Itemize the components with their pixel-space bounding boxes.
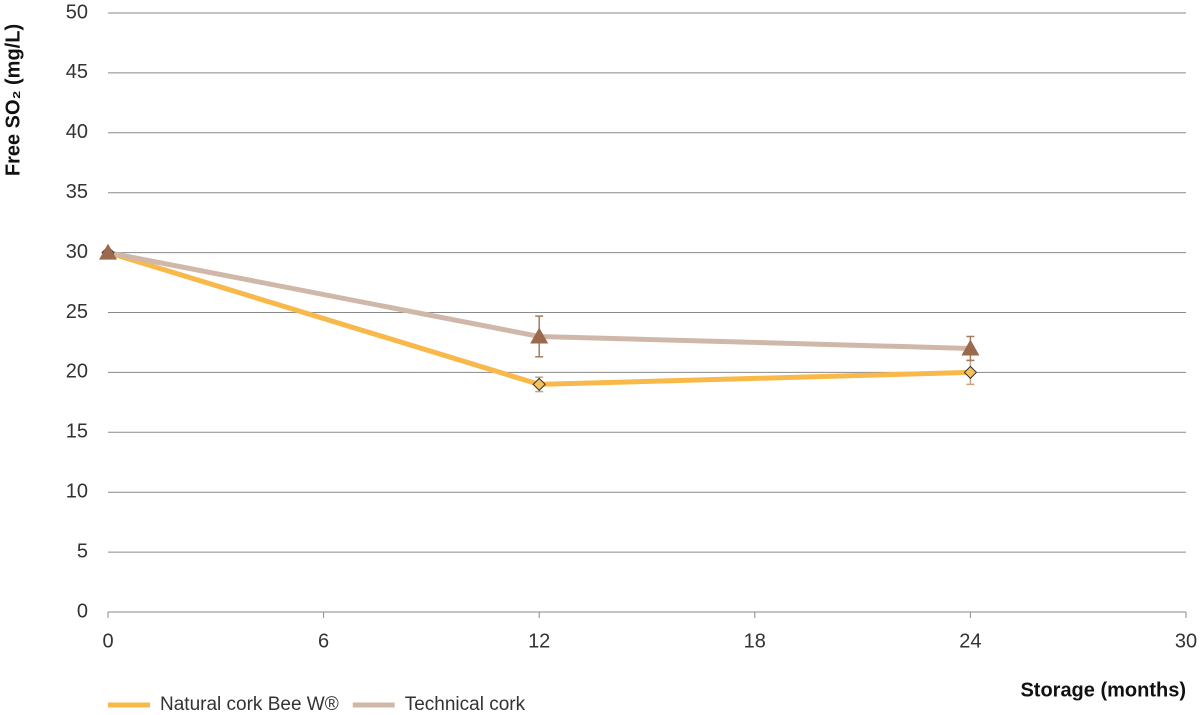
y-tick-label: 45: [66, 61, 88, 83]
marker: [530, 327, 549, 344]
marker: [532, 377, 546, 392]
y-tick-label: 40: [66, 121, 88, 143]
y-tick-label: 20: [66, 361, 88, 383]
y-tick-label: 35: [66, 181, 88, 203]
y-tick-label: 25: [66, 301, 88, 323]
marker: [963, 365, 978, 380]
x-tick-label: 6: [318, 630, 329, 652]
legend-label: Natural cork Bee W®: [160, 694, 339, 715]
x-tick-label: 30: [1175, 630, 1197, 652]
y-tick-label: 50: [66, 1, 88, 23]
y-tick-label: 5: [77, 540, 88, 562]
x-tick-label: 18: [744, 630, 766, 652]
x-tick-label: 0: [102, 630, 113, 652]
y-tick-label: 10: [66, 480, 88, 502]
x-tick-label: 24: [959, 630, 981, 652]
y-tick-label: 15: [66, 421, 88, 443]
marker: [99, 243, 117, 260]
x-tick-label: 12: [528, 630, 550, 652]
legend-label: Technical cork: [405, 694, 526, 715]
y-tick-label: 30: [66, 241, 88, 263]
y-axis-title: Free SO₂ (mg/L): [2, 24, 24, 176]
x-axis-title: Storage (months): [1020, 679, 1186, 701]
y-tick-label: 0: [77, 600, 88, 622]
marker: [961, 339, 980, 356]
